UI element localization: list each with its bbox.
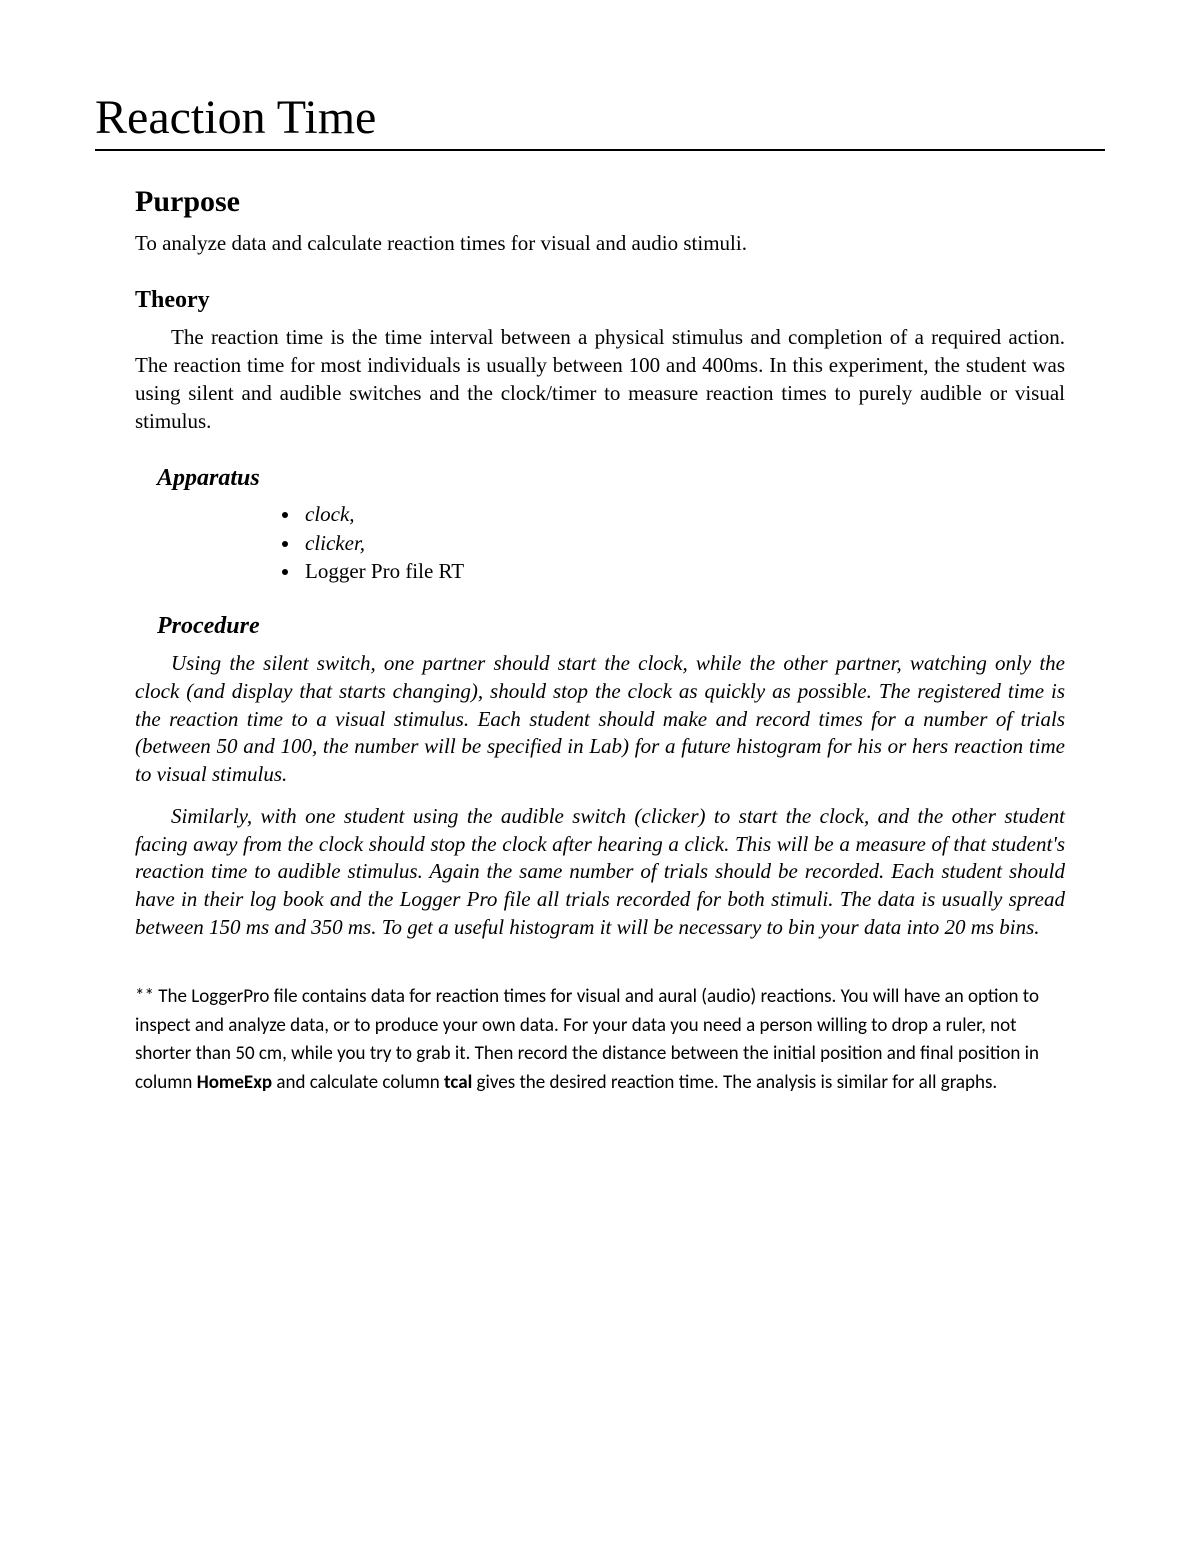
list-item: Logger Pro file RT bbox=[301, 557, 1065, 585]
procedure-heading: Procedure bbox=[157, 613, 1065, 640]
footnote: ** The LoggerPro file contains data for … bbox=[135, 983, 1065, 1097]
list-item: clicker, bbox=[301, 529, 1065, 557]
note-text: gives the desired reaction time. The ana… bbox=[472, 1071, 997, 1094]
apparatus-heading: Apparatus bbox=[157, 465, 1065, 492]
document-title: Reaction Time bbox=[95, 90, 1105, 151]
procedure-paragraph-2: Similarly, with one student using the au… bbox=[135, 803, 1065, 942]
document-page: Reaction Time Purpose To analyze data an… bbox=[0, 0, 1200, 1157]
apparatus-list: clock, clicker, Logger Pro file RT bbox=[135, 500, 1065, 585]
note-text: and calculate column bbox=[272, 1071, 444, 1094]
theory-heading: Theory bbox=[135, 287, 1065, 314]
theory-text: The reaction time is the time interval b… bbox=[135, 324, 1065, 435]
purpose-heading: Purpose bbox=[135, 185, 1065, 219]
note-bold-tcal: tcal bbox=[444, 1071, 472, 1094]
procedure-paragraph-1: Using the silent switch, one partner sho… bbox=[135, 650, 1065, 789]
list-item: clock, bbox=[301, 500, 1065, 528]
purpose-text: To analyze data and calculate reaction t… bbox=[135, 229, 1065, 257]
document-content: Purpose To analyze data and calculate re… bbox=[95, 185, 1105, 1097]
note-bold-homeexp: HomeExp bbox=[197, 1071, 272, 1094]
